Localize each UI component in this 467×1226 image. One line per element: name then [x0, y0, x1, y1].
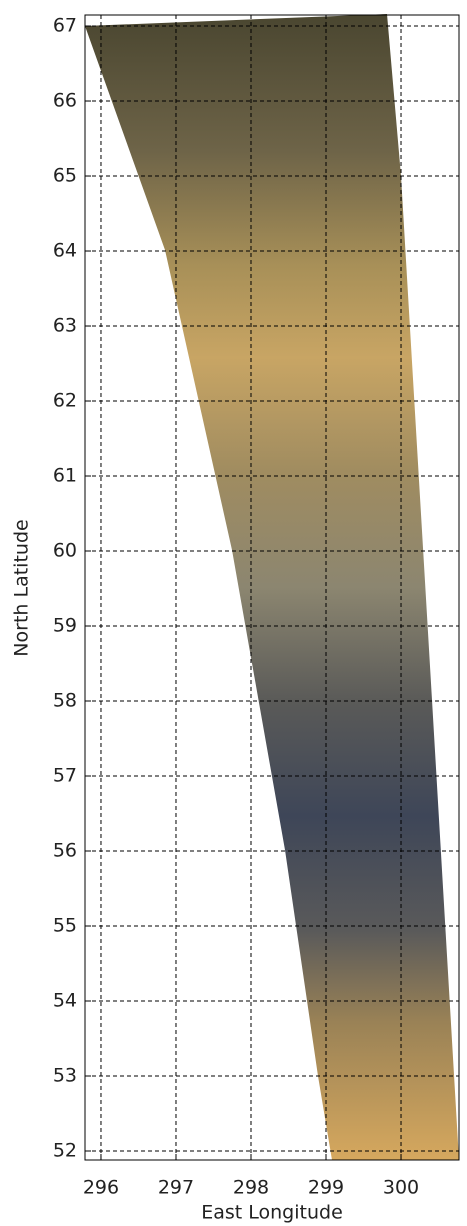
- y-tick-label: 53: [53, 1065, 77, 1087]
- x-tick-label: 300: [383, 1177, 419, 1199]
- y-tick-label: 52: [53, 1140, 77, 1162]
- y-tick-label: 57: [53, 765, 77, 787]
- y-tick-label: 58: [53, 690, 77, 712]
- image-strip: [85, 14, 459, 1160]
- y-tick-label: 54: [53, 990, 77, 1012]
- y-tick-label: 67: [53, 15, 77, 37]
- y-axis-label: North Latitude: [11, 519, 33, 656]
- chart: East Longitude North Latitude 296 297 298 2…: [0, 0, 467, 1226]
- x-tick-label: 297: [158, 1177, 194, 1199]
- x-axis-label: East Longitude: [201, 1202, 343, 1224]
- x-tick-label: 299: [308, 1177, 344, 1199]
- y-tick-label: 63: [53, 315, 77, 337]
- y-tick-label: 55: [53, 915, 77, 937]
- y-tick-label: 65: [53, 165, 77, 187]
- x-tick-label: 296: [83, 1177, 119, 1199]
- y-tick-label: 60: [53, 540, 77, 562]
- y-tick-label: 59: [53, 615, 77, 637]
- y-tick-label: 64: [53, 240, 77, 262]
- y-tick-label: 61: [53, 465, 77, 487]
- y-tick-label: 66: [53, 90, 77, 112]
- y-tick-label: 62: [53, 390, 77, 412]
- y-tick-label: 56: [53, 840, 77, 862]
- x-tick-label: 298: [233, 1177, 269, 1199]
